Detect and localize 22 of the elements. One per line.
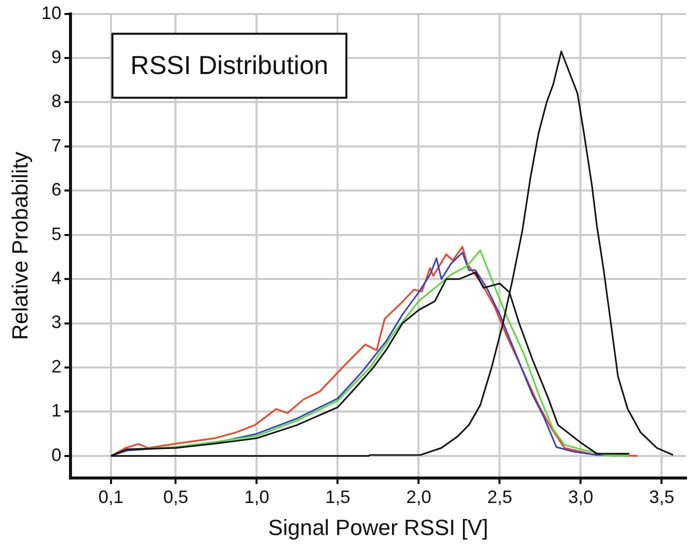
y-tick-label: 7 xyxy=(51,135,62,156)
y-tick-label: 3 xyxy=(51,312,62,332)
y-tick-label: 0 xyxy=(51,444,62,465)
x-tick-label: 0,5 xyxy=(163,486,188,507)
y-axis-title: Relative Probability xyxy=(7,152,32,340)
x-tick-label: 3,5 xyxy=(649,486,674,507)
x-tick-label: 1,5 xyxy=(325,486,350,507)
y-tick-label: 4 xyxy=(51,268,62,288)
x-axis-title: Signal Power RSSI [V] xyxy=(268,514,488,540)
y-tick-label: 5 xyxy=(51,224,62,244)
x-tick-label: 0,1 xyxy=(98,486,124,507)
y-tick-label: 8 xyxy=(51,91,62,112)
text: RSSI Distribution xyxy=(130,50,328,80)
x-tick-label: 1,0 xyxy=(244,486,270,507)
x-tick-label: 2,5 xyxy=(487,486,512,507)
x-tick-label: 2,0 xyxy=(406,486,432,507)
x-tick-label: 3,0 xyxy=(568,486,594,507)
y-tick-label: 1 xyxy=(51,400,62,421)
y-tick-label: 6 xyxy=(51,180,62,200)
y-tick-label: 10 xyxy=(41,2,62,23)
y-tick-label: 2 xyxy=(51,356,62,376)
y-tick-label: 9 xyxy=(51,46,62,67)
